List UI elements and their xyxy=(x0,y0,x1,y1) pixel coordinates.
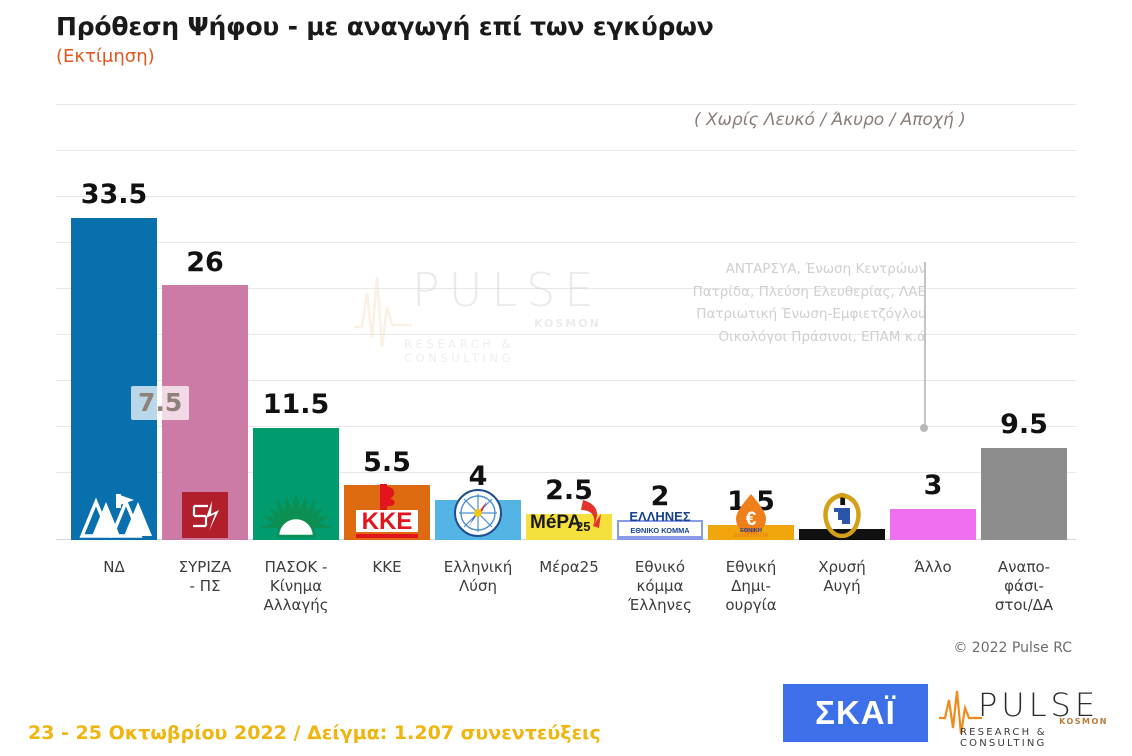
pulse-subtitle: RESEARCH & CONSULTING xyxy=(960,727,1047,749)
chart-header: Πρόθεση Ψήφου - με αναγωγή επί των εγκύρ… xyxy=(0,0,1132,100)
svg-text:ΔΗΜΙΟΥΡΓΙΑ: ΔΗΜΙΟΥΡΓΙΑ xyxy=(734,533,769,538)
gridline xyxy=(56,196,1076,197)
xlabel-chrysi-avgi: Χρυσή Αυγή xyxy=(818,558,866,595)
syriza-logo xyxy=(182,492,228,538)
xlabel-mera25: Μέρα25 xyxy=(539,558,599,576)
copyright-text: © 2022 Pulse RC xyxy=(953,640,1072,656)
xlabel-syriza: ΣΥΡΙΖΑ - ΠΣ xyxy=(178,558,232,595)
annotation-line: Πατριωτική Ένωση-Εμφιετζόγλου xyxy=(696,306,926,322)
svg-text:25: 25 xyxy=(576,519,590,534)
bar-rect[interactable] xyxy=(890,509,976,540)
bar-chrysi-avgi[interactable]: 1 xyxy=(799,0,885,540)
bar-ellines[interactable]: 2 ΕΛΛΗΝΕΣ ΕΘΝΙΚΟ ΚΟΜΜΑ xyxy=(617,0,703,540)
xlabel-pasok: ΠΑΣΟΚ - Κίνημα Αλλαγής xyxy=(263,558,329,614)
bars-container: 33.5 26 11.5 xyxy=(71,0,1067,540)
page-title: Πρόθεση Ψήφου - με αναγωγή επί των εγκύρ… xyxy=(56,12,714,41)
gridline xyxy=(56,472,1076,473)
chart-subtitle: (Εκτίμηση) xyxy=(56,46,155,67)
svg-text:€: € xyxy=(746,509,757,530)
bar-nd[interactable]: 33.5 xyxy=(71,0,157,540)
gap-badge: 7.5 xyxy=(131,386,190,420)
skai-logo: ΣΚΑΪ xyxy=(783,684,928,742)
pulse-logo: PULSE KOSMON RESEARCH & CONSULTING xyxy=(938,684,1110,749)
gridline xyxy=(56,380,1076,381)
xlabel-ethniki-dimiourgia: Εθνική Δημι- ουργία xyxy=(725,558,777,614)
bar-elliniki-lysi[interactable]: 4 xyxy=(435,0,521,540)
svg-text:KKE: KKE xyxy=(362,508,413,535)
chart-note: ( Χωρίς Λευκό / Άκυρο / Αποχή ) xyxy=(694,110,966,130)
bar-value-ellines: 2 xyxy=(650,481,670,512)
bar-value-elliniki-lysi: 4 xyxy=(468,461,488,492)
xlabel-nd: ΝΔ xyxy=(103,558,125,576)
ethniki-dimiourgia-logo: € ΕΘΝΙΚΗ ΔΗΜΙΟΥΡΓΙΑ xyxy=(734,494,769,538)
gridline xyxy=(56,334,1076,335)
bar-value-anapofasistoi: 9.5 xyxy=(1000,409,1048,440)
bar-kke[interactable]: 5.5 KKE xyxy=(344,0,430,540)
bar-ethniki-dimiourgia[interactable]: 1.5 € ΕΘΝΙΚΗ ΔΗΜΙΟΥΡΓΙΑ xyxy=(708,0,794,540)
annotation-line: Οικολόγοι Πράσινοι, ΕΠΑΜ κ.ά xyxy=(718,328,926,345)
bar-mera25[interactable]: 2.5 MéPA 25 xyxy=(526,0,612,540)
annotation-line: ΑΝΤΑΡΣΥΑ, Ένωση Κεντρώων xyxy=(725,261,926,277)
other-parties-annotation: ΑΝΤΑΡΣΥΑ, Ένωση Κεντρώων Πατρίδα, Πλεύση… xyxy=(666,258,926,348)
kke-logo: KKE xyxy=(356,484,418,538)
bar-rect[interactable] xyxy=(71,218,157,540)
annotation-leader-line xyxy=(924,262,926,426)
mera25-logo: MéPA 25 xyxy=(530,500,601,534)
pulse-kosmon: KOSMON xyxy=(1059,717,1108,726)
bar-allo[interactable]: 3 xyxy=(890,0,976,540)
bar-value-syriza: 26 xyxy=(186,247,224,278)
nd-logo xyxy=(79,494,152,538)
bar-syriza[interactable]: 26 xyxy=(162,0,248,540)
xlabel-ellines: Εθνικό κόμμα Έλληνες xyxy=(628,558,692,614)
pulse-wordmark: PULSE xyxy=(978,686,1100,724)
gridline xyxy=(56,242,1076,243)
waveform-icon xyxy=(939,690,982,735)
bar-value-kke: 5.5 xyxy=(363,447,411,478)
gridline xyxy=(56,426,1076,427)
elliniki-lysi-logo xyxy=(454,489,502,537)
svg-text:ΕΛΛΗΝΕΣ: ΕΛΛΗΝΕΣ xyxy=(629,509,690,524)
annotation-line: Πατρίδα, Πλεύση Ελευθερίας, ΛΑΕ xyxy=(692,283,926,300)
svg-text:MéPA: MéPA xyxy=(530,512,582,533)
bar-pasok[interactable]: 11.5 xyxy=(253,0,339,540)
bar-rect[interactable] xyxy=(981,448,1067,540)
fieldwork-date-sample: 23 - 25 Οκτωβρίου 2022 / Δείγμα: 1.207 σ… xyxy=(28,722,601,744)
pasok-logo xyxy=(260,494,332,538)
xlabel-kke: ΚΚΕ xyxy=(372,558,402,576)
gridline xyxy=(56,104,1076,105)
chrysi-avgi-logo xyxy=(823,492,861,538)
bar-anapofasistoi[interactable]: 9.5 xyxy=(981,0,1067,540)
bar-value-pasok: 11.5 xyxy=(262,389,330,420)
gridline xyxy=(56,150,1076,151)
bar-value-allo: 3 xyxy=(923,470,943,501)
xlabel-anapofasistoi: Αναπο- φάσι- στοι/ΔΑ xyxy=(994,558,1054,614)
ellines-logo: ΕΛΛΗΝΕΣ ΕΘΝΙΚΟ ΚΟΜΜΑ xyxy=(619,509,701,536)
svg-text:ΕΘΝΙΚΗ: ΕΘΝΙΚΗ xyxy=(740,528,762,534)
bar-value-nd: 33.5 xyxy=(80,179,148,210)
xlabel-elliniki-lysi: Ελληνική Λύση xyxy=(443,558,513,595)
svg-text:ΕΘΝΙΚΟ ΚΟΜΜΑ: ΕΘΝΙΚΟ ΚΟΜΜΑ xyxy=(630,526,690,535)
gridline xyxy=(56,288,1076,289)
annotation-leader-dot xyxy=(920,424,928,432)
xlabel-allo: Άλλο xyxy=(914,558,952,576)
